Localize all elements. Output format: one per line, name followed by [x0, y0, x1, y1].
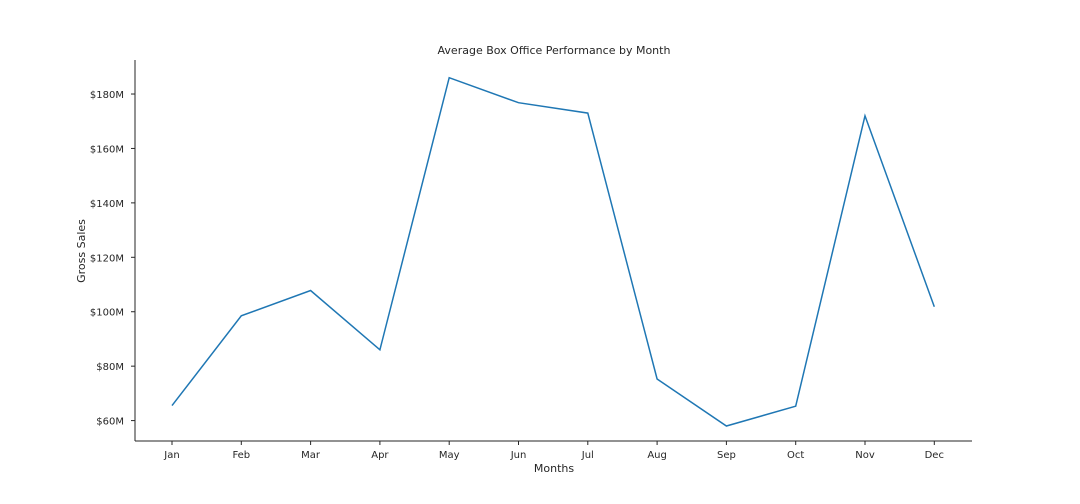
x-tick-label: Dec — [925, 450, 944, 461]
x-tick-label: Oct — [787, 450, 804, 461]
x-tick-label: Jul — [581, 450, 594, 461]
y-tick-label: $140M — [90, 199, 124, 210]
y-axis-title: Gross Sales — [75, 219, 88, 283]
x-tick-label: Mar — [301, 450, 321, 461]
x-tick-label: Aug — [647, 450, 667, 461]
x-tick-label: Apr — [371, 450, 389, 461]
x-tick-label: Jun — [510, 450, 527, 461]
x-tick-label: Sep — [717, 450, 736, 461]
y-tick-label: $100M — [90, 308, 124, 319]
x-tick-group: Jan Feb Mar Apr May Jun Jul Aug Sep Oct Nov Dec — [163, 441, 944, 461]
x-tick-label: May — [439, 450, 460, 461]
x-tick-label: Jan — [163, 450, 179, 461]
y-tick-group: $60M $80M $100M $120M $140M $160M $180M — [90, 90, 135, 428]
x-tick-label: Nov — [855, 450, 875, 461]
y-tick-label: $80M — [96, 362, 124, 373]
y-tick-label: $160M — [90, 144, 124, 155]
x-axis-title: Months — [534, 462, 574, 475]
y-tick-label: $180M — [90, 90, 124, 101]
y-tick-label: $120M — [90, 253, 124, 264]
y-tick-label: $60M — [96, 417, 124, 428]
series-line — [171, 76, 936, 427]
x-tick-label: Feb — [232, 450, 250, 461]
chart-title: Average Box Office Performance by Month — [438, 44, 671, 57]
